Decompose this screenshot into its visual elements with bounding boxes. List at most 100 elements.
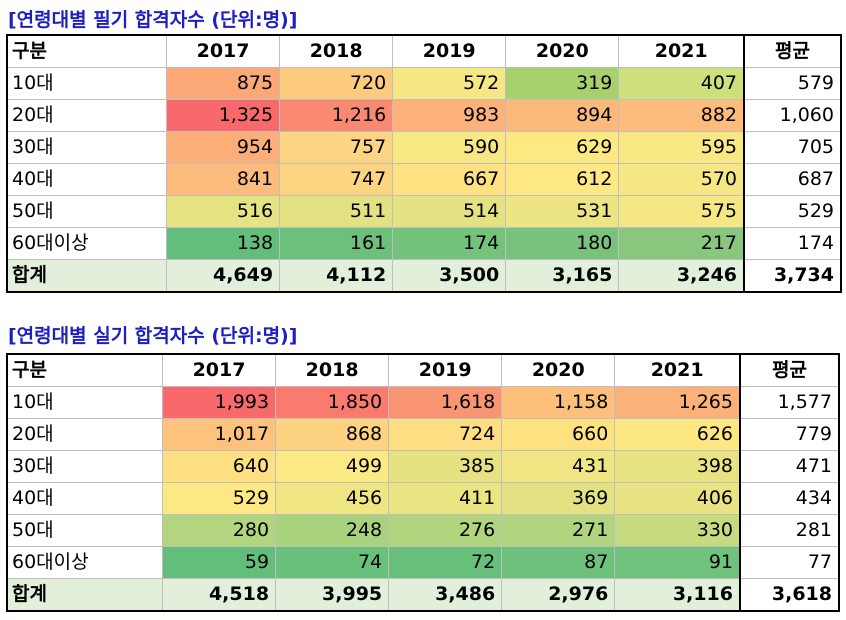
total-value-cell: 4,518 <box>161 578 277 612</box>
value-cell: 1,158 <box>501 386 616 419</box>
total-value-cell: 3,116 <box>614 578 741 612</box>
value-cell: 575 <box>618 195 745 228</box>
table-row: 30대 954 757 590 629 595 705 <box>6 131 842 164</box>
value-cell: 431 <box>501 450 616 483</box>
table-row: 10대 1,993 1,850 1,618 1,158 1,265 1,577 <box>6 386 840 419</box>
table-row: 40대 529 456 411 369 406 434 <box>6 482 840 515</box>
total-label: 합계 <box>6 578 163 612</box>
total-value-cell: 3,486 <box>388 578 503 612</box>
value-cell: 1,850 <box>275 386 390 419</box>
total-average-cell: 3,618 <box>739 578 840 612</box>
value-cell: 894 <box>505 99 620 132</box>
value-cell: 590 <box>392 131 507 164</box>
written-exam-table: 구분 2017 2018 2019 2020 2021 평균 10대 875 720 572 319 4… <box>6 34 842 293</box>
header-average: 평균 <box>743 34 842 68</box>
header-year: 2017 <box>161 353 277 387</box>
total-value-cell: 4,649 <box>166 259 281 293</box>
value-cell: 407 <box>618 67 745 100</box>
value-cell: 954 <box>166 131 281 164</box>
row-label: 40대 <box>6 163 168 196</box>
average-cell: 579 <box>743 67 842 100</box>
header-year: 2018 <box>275 353 390 387</box>
value-cell: 180 <box>505 227 620 260</box>
value-cell: 516 <box>166 195 281 228</box>
value-cell: 875 <box>166 67 281 100</box>
value-cell: 276 <box>388 514 503 547</box>
value-cell: 595 <box>618 131 745 164</box>
table-row: 20대 1,325 1,216 983 894 882 1,060 <box>6 99 842 132</box>
value-cell: 747 <box>279 163 394 196</box>
table-row: 20대 1,017 868 724 660 626 779 <box>6 418 840 451</box>
total-value-cell: 3,995 <box>275 578 390 612</box>
value-cell: 174 <box>392 227 507 260</box>
table-row: 60대이상 59 74 72 87 91 77 <box>6 546 840 579</box>
value-cell: 724 <box>388 418 503 451</box>
value-cell: 612 <box>505 163 620 196</box>
table-row: 50대 280 248 276 271 330 281 <box>6 514 840 547</box>
header-year: 2019 <box>392 34 507 68</box>
value-cell: 330 <box>614 514 741 547</box>
value-cell: 138 <box>166 227 281 260</box>
value-cell: 87 <box>501 546 616 579</box>
value-cell: 570 <box>618 163 745 196</box>
row-label: 10대 <box>6 386 163 419</box>
value-cell: 59 <box>161 546 277 579</box>
value-cell: 248 <box>275 514 390 547</box>
value-cell: 720 <box>279 67 394 100</box>
row-label: 50대 <box>6 195 168 228</box>
value-cell: 640 <box>161 450 277 483</box>
value-cell: 217 <box>618 227 745 260</box>
header-category: 구분 <box>6 34 168 68</box>
value-cell: 74 <box>275 546 390 579</box>
value-cell: 511 <box>279 195 394 228</box>
table-title-practical: [연령대별 실기 합격자수 (단위:명)] <box>8 325 298 347</box>
header-year: 2021 <box>614 353 741 387</box>
value-cell: 572 <box>392 67 507 100</box>
value-cell: 529 <box>161 482 277 515</box>
value-cell: 1,618 <box>388 386 503 419</box>
average-cell: 471 <box>739 450 840 483</box>
value-cell: 271 <box>501 514 616 547</box>
value-cell: 868 <box>275 418 390 451</box>
row-label: 20대 <box>6 418 163 451</box>
value-cell: 514 <box>392 195 507 228</box>
value-cell: 72 <box>388 546 503 579</box>
value-cell: 385 <box>388 450 503 483</box>
value-cell: 629 <box>505 131 620 164</box>
value-cell: 280 <box>161 514 277 547</box>
header-year: 2018 <box>279 34 394 68</box>
table-row: 50대 516 511 514 531 575 529 <box>6 195 842 228</box>
value-cell: 1,325 <box>166 99 281 132</box>
total-row: 합계 4,649 4,112 3,500 3,165 3,246 3,734 <box>6 259 842 293</box>
value-cell: 667 <box>392 163 507 196</box>
value-cell: 406 <box>614 482 741 515</box>
total-row: 합계 4,518 3,995 3,486 2,976 3,116 3,618 <box>6 578 840 612</box>
row-label: 50대 <box>6 514 163 547</box>
value-cell: 660 <box>501 418 616 451</box>
row-label: 60대이상 <box>6 546 163 579</box>
table-row: 30대 640 499 385 431 398 471 <box>6 450 840 483</box>
table-row: 10대 875 720 572 319 407 579 <box>6 67 842 100</box>
value-cell: 626 <box>614 418 741 451</box>
header-year: 2020 <box>505 34 620 68</box>
row-label: 60대이상 <box>6 227 168 260</box>
value-cell: 882 <box>618 99 745 132</box>
average-cell: 434 <box>739 482 840 515</box>
average-cell: 281 <box>739 514 840 547</box>
value-cell: 499 <box>275 450 390 483</box>
value-cell: 1,993 <box>161 386 277 419</box>
total-value-cell: 3,165 <box>505 259 620 293</box>
average-cell: 779 <box>739 418 840 451</box>
value-cell: 456 <box>275 482 390 515</box>
average-cell: 1,060 <box>743 99 842 132</box>
value-cell: 1,017 <box>161 418 277 451</box>
value-cell: 369 <box>501 482 616 515</box>
header-average: 평균 <box>739 353 840 387</box>
header-year: 2021 <box>618 34 745 68</box>
header-category: 구분 <box>6 353 163 387</box>
total-value-cell: 3,246 <box>618 259 745 293</box>
row-label: 30대 <box>6 450 163 483</box>
row-label: 20대 <box>6 99 168 132</box>
value-cell: 531 <box>505 195 620 228</box>
value-cell: 757 <box>279 131 394 164</box>
